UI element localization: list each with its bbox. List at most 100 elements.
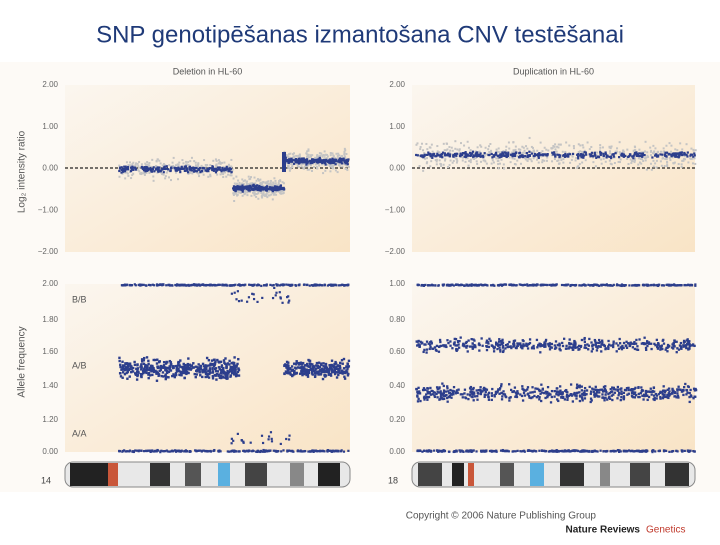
dot: [487, 396, 489, 398]
dot: [549, 348, 551, 350]
dot: [497, 163, 499, 165]
dot: [430, 160, 432, 162]
dot: [151, 171, 153, 173]
dot: [225, 364, 227, 366]
dot: [591, 345, 593, 347]
dot: [591, 450, 593, 452]
dot: [629, 154, 631, 156]
dot: [418, 340, 420, 342]
dot: [648, 284, 650, 286]
dot: [237, 180, 239, 182]
band: [150, 463, 170, 486]
dot: [126, 161, 128, 163]
dot: [551, 160, 553, 162]
dot: [332, 167, 334, 169]
dot: [614, 162, 616, 164]
dot: [656, 166, 658, 168]
dot: [291, 450, 293, 452]
dot: [283, 182, 285, 184]
dot: [184, 364, 186, 366]
dot: [189, 172, 191, 174]
dot: [610, 391, 612, 393]
dot: [521, 395, 523, 397]
dot: [191, 167, 193, 169]
plot-bg: [412, 284, 695, 452]
dot: [165, 367, 167, 369]
dot: [684, 284, 686, 286]
dot: [184, 370, 186, 372]
dot: [571, 159, 573, 161]
dot: [553, 151, 555, 153]
y-tick-label: 0.20: [389, 415, 405, 424]
dot: [237, 368, 239, 370]
dot: [442, 284, 444, 286]
dot: [582, 147, 584, 149]
dot: [626, 450, 628, 452]
dot: [557, 344, 559, 346]
dot: [147, 360, 149, 362]
dot: [475, 450, 477, 452]
dot: [163, 174, 165, 176]
dot: [456, 149, 458, 151]
dot: [280, 184, 282, 186]
dot: [268, 450, 270, 452]
dot: [508, 399, 510, 401]
dot: [656, 339, 658, 341]
dot: [565, 345, 567, 347]
dot: [439, 341, 441, 343]
dot: [513, 340, 515, 342]
dot: [599, 151, 601, 153]
dot: [143, 284, 145, 286]
dot: [153, 284, 155, 286]
dot: [135, 168, 137, 170]
dot: [310, 156, 312, 158]
dot: [672, 162, 674, 164]
dot: [512, 157, 514, 159]
dot: [336, 450, 338, 452]
dot: [419, 400, 421, 402]
dot: [617, 394, 619, 396]
dot: [465, 153, 467, 155]
dot: [131, 167, 133, 169]
dot: [495, 341, 497, 343]
dot: [434, 155, 436, 157]
dot: [165, 175, 167, 177]
dot: [498, 167, 500, 169]
dot: [214, 284, 216, 286]
dot: [470, 159, 472, 161]
dot: [241, 300, 243, 302]
dot: [291, 166, 293, 168]
dot: [556, 387, 558, 389]
dot: [562, 158, 564, 160]
dot: [261, 195, 263, 197]
dot: [151, 368, 153, 370]
dot: [221, 173, 223, 175]
dot: [595, 284, 597, 286]
dot: [118, 170, 120, 172]
dot: [495, 391, 497, 393]
dot: [601, 393, 603, 395]
dot: [130, 366, 132, 368]
dot: [265, 450, 267, 452]
dot: [268, 183, 270, 185]
dot: [643, 337, 645, 339]
dot: [449, 345, 451, 347]
dot: [560, 159, 562, 161]
dot: [316, 362, 318, 364]
dot: [222, 376, 224, 378]
dot: [501, 392, 503, 394]
dot: [278, 180, 280, 182]
dot: [687, 450, 689, 452]
dot: [464, 156, 466, 158]
dot: [524, 155, 526, 157]
dot: [219, 450, 221, 452]
dot: [488, 154, 490, 156]
dot: [205, 164, 207, 166]
dot: [231, 367, 233, 369]
dot: [524, 150, 526, 152]
dot: [171, 284, 173, 286]
dot: [137, 169, 139, 171]
dot: [232, 284, 234, 286]
dot: [462, 152, 464, 154]
dot: [323, 368, 325, 370]
